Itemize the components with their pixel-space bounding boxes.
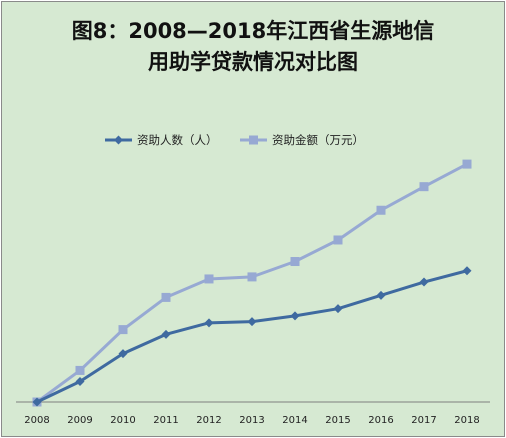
data-point [32,397,42,407]
x-tick-label: 2018 [454,415,479,426]
data-point [204,318,214,328]
chart-title-line2: 用助学贷款情况对比图 [148,50,358,74]
data-point [333,235,343,245]
legend-item: 资助人数（人） [105,133,218,147]
chart-title-line1: 图8：2008—2018年江西省生源地信 [71,19,435,43]
data-point [118,349,128,359]
data-point [75,365,85,375]
x-tick-label: 2013 [239,415,264,426]
data-point [290,311,300,321]
data-point [419,277,429,287]
data-point [75,376,85,386]
x-tick-label: 2008 [24,415,49,426]
x-tick-label: 2009 [67,415,92,426]
data-point [419,182,429,192]
x-tick-label: 2012 [196,415,221,426]
data-point [462,266,472,276]
legend-item: 资助金额（万元） [240,133,364,147]
data-point [161,329,171,339]
data-point [247,272,257,282]
series-line [36,269,468,404]
data-point [376,205,386,215]
series-people [32,266,472,407]
x-tick-label: 2016 [368,415,393,426]
legend-label: 资助人数（人） [137,133,218,147]
data-point [333,304,343,314]
data-point [118,325,128,335]
x-tick-label: 2011 [153,415,178,426]
data-point [247,317,257,327]
data-point [376,290,386,300]
data-point [290,257,300,267]
x-tick-label: 2015 [325,415,350,426]
legend-label: 资助金额（万元） [272,133,364,147]
x-tick-label: 2017 [411,415,436,426]
chart-title: 图8：2008—2018年江西省生源地信 用助学贷款情况对比图 [0,16,506,78]
series-layer [32,159,472,407]
x-tick-label: 2014 [282,415,307,426]
legend-marker [249,135,258,145]
legend-marker [114,135,123,145]
data-point [462,159,472,169]
x-tick-labels: 2008 2009 2010 2011 2012 2013 2014 2015 2016 2017… [24,415,479,426]
data-point [204,274,214,284]
x-tick-label: 2010 [110,415,135,426]
data-point [161,292,171,302]
legend: 资助人数（人） 资助金额（万元） [105,133,364,147]
